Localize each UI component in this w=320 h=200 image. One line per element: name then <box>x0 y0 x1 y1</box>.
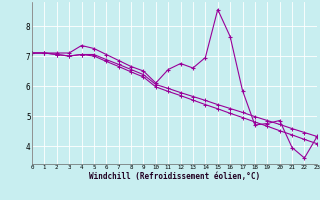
X-axis label: Windchill (Refroidissement éolien,°C): Windchill (Refroidissement éolien,°C) <box>89 172 260 181</box>
